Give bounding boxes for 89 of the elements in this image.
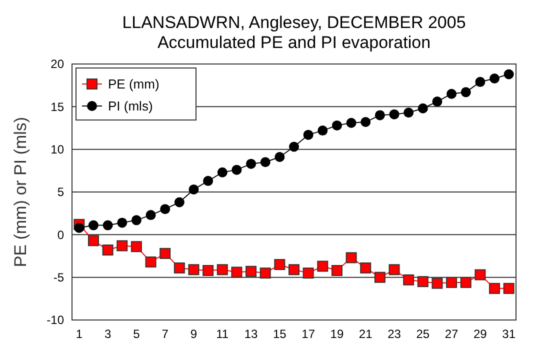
point [174, 197, 184, 208]
x-tick-label: 1 [76, 327, 83, 341]
point [374, 110, 385, 120]
point [88, 235, 99, 246]
point [303, 130, 314, 140]
point [318, 126, 328, 136]
point [188, 264, 200, 276]
point [446, 276, 458, 288]
point [403, 274, 414, 286]
point [203, 176, 214, 186]
point [331, 265, 342, 276]
point [346, 252, 357, 264]
point [388, 264, 400, 276]
point [432, 96, 442, 107]
point [231, 266, 242, 278]
point [174, 262, 185, 274]
point [146, 210, 156, 220]
x-tick-label: 23 [388, 327, 402, 341]
point [475, 76, 486, 87]
x-tick-label: 31 [502, 327, 516, 341]
point [116, 240, 128, 252]
x-tick-label: 17 [302, 327, 316, 341]
y-tick-label: 0 [57, 228, 64, 242]
point [246, 158, 256, 169]
point [274, 152, 285, 162]
point [460, 276, 472, 288]
x-tick-label: 11 [216, 327, 229, 341]
x-tick-label: 27 [444, 327, 459, 341]
point [389, 109, 400, 120]
y-axis-title: PE (mm) or PI (mls) [11, 116, 30, 268]
point [489, 282, 500, 294]
y-tick-label: -10 [46, 313, 64, 328]
point [346, 118, 356, 128]
point [130, 241, 142, 252]
point [432, 278, 443, 289]
x-tick-label: 25 [416, 327, 430, 341]
point [188, 184, 199, 194]
point [417, 276, 428, 288]
point [288, 264, 300, 276]
point [88, 220, 98, 230]
point [504, 69, 514, 80]
point [317, 260, 328, 272]
y-tick-label: 20 [50, 57, 64, 72]
point [160, 248, 171, 259]
legend-label: PI (mls) [108, 98, 153, 114]
point [160, 204, 170, 214]
point [418, 103, 428, 114]
y-tick-label: 5 [57, 185, 64, 200]
point [490, 74, 500, 84]
point [404, 108, 414, 118]
x-tick-label: 29 [474, 327, 488, 341]
x-tick-label: 13 [244, 327, 258, 341]
point [332, 120, 342, 130]
x-tick-label: 9 [190, 327, 198, 341]
y-tick-label: -5 [53, 270, 64, 285]
point [460, 87, 471, 98]
x-tick-label: 5 [133, 327, 140, 341]
point [145, 256, 156, 268]
point [74, 222, 84, 233]
chart-title: LLANSADWRN, Anglesey, DECEMBER 2005 [122, 13, 466, 32]
point [274, 259, 286, 270]
point [216, 264, 228, 276]
point [260, 157, 270, 168]
point [289, 142, 299, 152]
point [260, 268, 271, 279]
point [232, 164, 242, 175]
point [374, 272, 386, 283]
point [246, 266, 257, 277]
x-tick-label: 15 [273, 327, 287, 341]
point [102, 220, 113, 230]
y-tick-label: 10 [50, 142, 64, 157]
point [102, 244, 114, 256]
point [503, 282, 514, 294]
y-tick-label: 15 [50, 100, 64, 114]
legend-label: PE (mm) [108, 76, 160, 92]
x-tick-label: 21 [358, 327, 373, 341]
point [360, 262, 372, 274]
x-tick-label: 19 [330, 327, 344, 341]
x-tick-label: 7 [162, 327, 169, 341]
point [202, 265, 214, 276]
point [474, 269, 486, 280]
chart-subtitle: Accumulated PE and PI evaporation [157, 33, 431, 52]
point [217, 167, 228, 178]
point [446, 88, 457, 99]
point [360, 117, 371, 128]
point [131, 215, 142, 226]
point [302, 268, 314, 279]
x-tick-label: 3 [104, 327, 112, 341]
point [117, 218, 128, 228]
